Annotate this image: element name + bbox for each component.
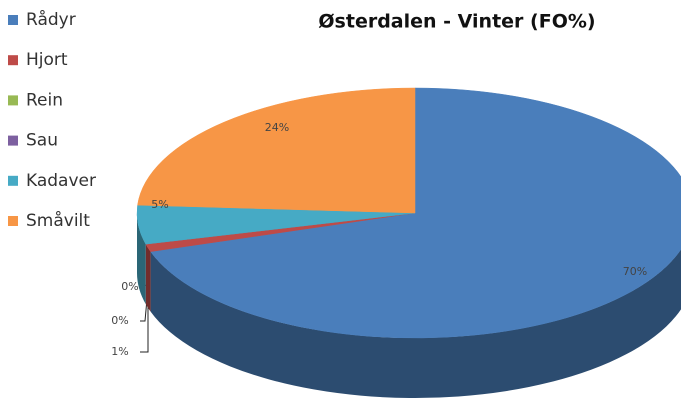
legend-swatch	[8, 95, 18, 106]
legend-swatch	[8, 216, 18, 226]
data-label: 0%	[111, 314, 128, 327]
slice-side	[150, 249, 681, 398]
slice	[150, 87, 681, 339]
data-label: 70%	[623, 265, 647, 278]
pie-tops	[136, 87, 681, 339]
slice	[137, 87, 416, 214]
data-label: 0%	[121, 280, 138, 293]
slice-side	[137, 213, 146, 305]
data-label: 1%	[111, 345, 128, 358]
chart-title: Østerdalen - Vinter (FO%)	[318, 11, 595, 33]
legend-label: Småvilt	[26, 210, 90, 231]
legend-swatch	[8, 55, 18, 66]
legend-label: Sau	[26, 131, 58, 151]
pie-sides	[137, 213, 681, 398]
legend-label: Rådyr	[26, 9, 76, 30]
legend-label: Hjort	[26, 50, 68, 70]
data-label: 5%	[151, 198, 168, 211]
slice-side	[145, 244, 151, 312]
legend-label: Rein	[26, 90, 63, 110]
legend-label: Kadaver	[26, 171, 96, 191]
legend-swatch	[8, 15, 18, 25]
data-label: 24%	[265, 121, 289, 134]
legend-swatch	[8, 135, 18, 146]
legend-swatch	[8, 175, 18, 186]
